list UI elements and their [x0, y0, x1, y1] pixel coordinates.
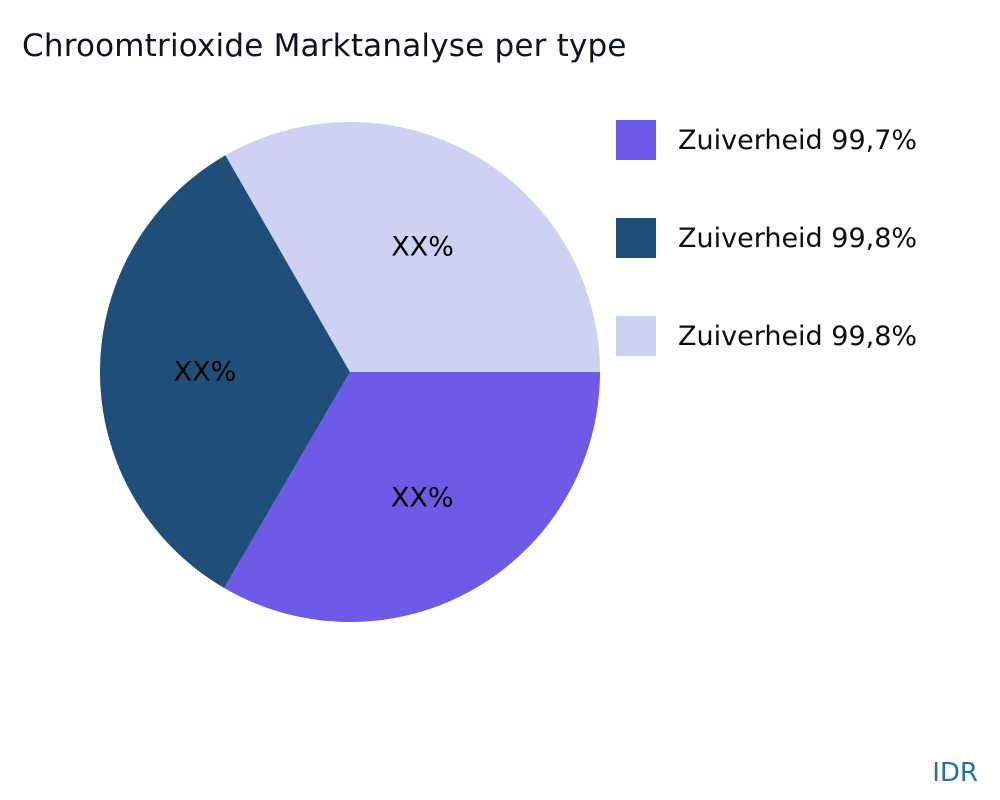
legend-swatch-2 — [616, 316, 656, 356]
pie-slice-2 — [225, 121, 601, 372]
legend: Zuiverheid 99,7% Zuiverheid 99,8% Zuiverhe… — [616, 120, 917, 356]
legend-swatch-0 — [616, 120, 656, 160]
watermark-text: IDR — [932, 758, 978, 788]
pie-slice-1 — [99, 155, 351, 588]
legend-swatch-1 — [616, 218, 656, 258]
pie-slice-group — [99, 121, 601, 623]
legend-label-1: Zuiverheid 99,8% — [678, 222, 918, 254]
legend-item-2: Zuiverheid 99,8% — [616, 316, 917, 356]
legend-item-1: Zuiverheid 99,8% — [616, 218, 917, 258]
pie-slice-label-0: XX% — [391, 483, 454, 514]
pie-slice-0 — [224, 372, 600, 623]
pie-slice-label-1: XX% — [174, 357, 237, 388]
legend-label-2: Zuiverheid 99,8% — [678, 320, 918, 352]
legend-label-0: Zuiverheid 99,7% — [678, 124, 918, 156]
pie-label-group: XX% XX% XX% — [174, 232, 454, 514]
legend-item-0: Zuiverheid 99,7% — [616, 120, 917, 160]
chart-title: Chroomtrioxide Marktanalyse per type — [22, 28, 627, 64]
pie-slice-label-2: XX% — [391, 232, 454, 263]
